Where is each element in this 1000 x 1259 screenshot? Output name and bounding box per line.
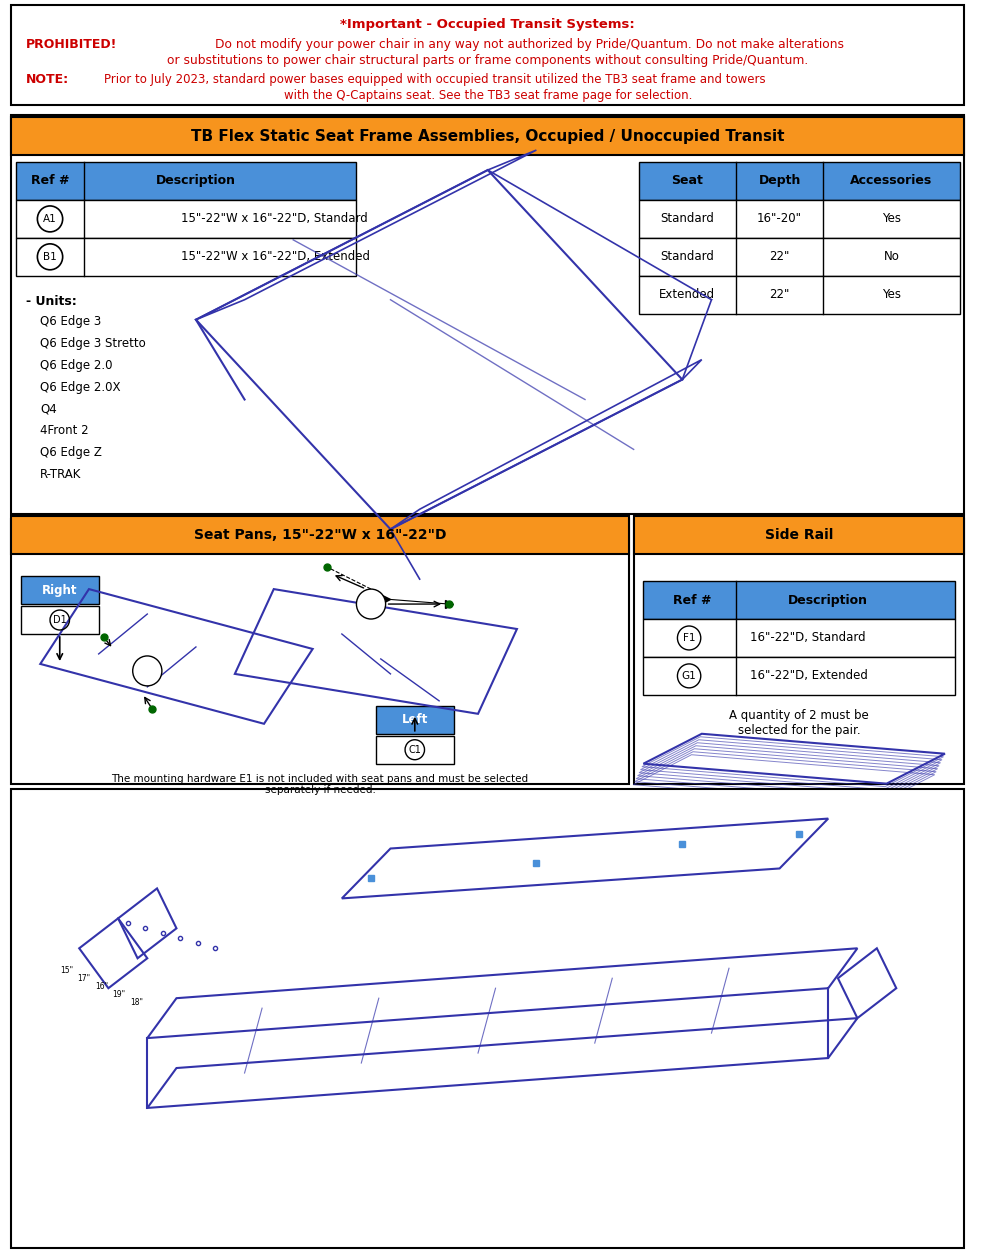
Text: 15"-22"W x 16"-22"D, Extended: 15"-22"W x 16"-22"D, Extended [181, 251, 370, 263]
Bar [639, 162, 960, 200]
Bar [11, 519, 629, 783]
Bar [376, 735, 454, 764]
Text: 17": 17" [77, 974, 90, 983]
Bar [634, 516, 964, 554]
Text: 16"-22"D, Extended: 16"-22"D, Extended [750, 670, 868, 682]
Text: NOTE:: NOTE: [26, 73, 69, 86]
Bar [11, 516, 629, 554]
Text: *Important - Occupied Transit Systems:: *Important - Occupied Transit Systems: [340, 19, 635, 31]
Text: Ref #: Ref # [31, 175, 69, 188]
Text: or substitutions to power chair structural parts or frame components without con: or substitutions to power chair structur… [167, 54, 808, 67]
Bar [16, 238, 356, 276]
Bar [376, 706, 454, 734]
Text: Right: Right [42, 584, 78, 597]
Text: Yes: Yes [882, 213, 901, 225]
Text: Prior to July 2023, standard power bases equipped with occupied transit utilized: Prior to July 2023, standard power bases… [104, 73, 765, 86]
Text: Extended: Extended [659, 288, 715, 301]
Text: 16"-22"D, Standard: 16"-22"D, Standard [750, 632, 866, 645]
Text: 16"-20": 16"-20" [757, 213, 802, 225]
Text: Do not modify your power chair in any way not authorized by Pride/Quantum. Do no: Do not modify your power chair in any wa… [215, 38, 844, 52]
Text: Accessories: Accessories [850, 175, 933, 188]
Bar [643, 657, 955, 695]
Text: F1: F1 [683, 633, 695, 643]
Text: C1: C1 [408, 745, 421, 754]
Text: Q6 Edge Z: Q6 Edge Z [40, 447, 102, 460]
Circle shape [356, 589, 386, 619]
Text: 15": 15" [60, 966, 73, 976]
Text: 18": 18" [130, 998, 143, 1007]
Text: Q6 Edge 2.0X: Q6 Edge 2.0X [40, 380, 121, 394]
Bar [16, 162, 356, 200]
Text: 22": 22" [769, 251, 790, 263]
Text: D1: D1 [53, 614, 67, 624]
Bar [11, 117, 964, 155]
Text: Depth: Depth [758, 175, 801, 188]
Text: 22": 22" [769, 288, 790, 301]
Bar [16, 200, 356, 238]
Text: Yes: Yes [882, 288, 901, 301]
Text: Left: Left [402, 714, 428, 726]
Text: Q4: Q4 [40, 403, 57, 415]
Text: Seat Pans, 15"-22"W x 16"-22"D: Seat Pans, 15"-22"W x 16"-22"D [194, 529, 446, 543]
Text: A1: A1 [43, 214, 57, 224]
Text: G1: G1 [682, 671, 696, 681]
Bar [21, 606, 99, 635]
Text: Side Rail: Side Rail [765, 529, 833, 543]
Text: - Units:: - Units: [26, 295, 76, 307]
Text: B1: B1 [43, 252, 57, 262]
Text: Q6 Edge 3 Stretto: Q6 Edge 3 Stretto [40, 336, 146, 350]
Text: E1: E1 [364, 599, 378, 609]
Text: 19": 19" [112, 990, 125, 1000]
Text: TB Flex Static Seat Frame Assemblies, Occupied / Unoccupied Transit: TB Flex Static Seat Frame Assemblies, Oc… [191, 128, 785, 144]
Text: Q6 Edge 2.0: Q6 Edge 2.0 [40, 359, 113, 371]
Bar [11, 115, 964, 514]
Text: 16": 16" [95, 982, 108, 991]
Text: with the Q-Captains seat. See the TB3 seat frame page for selection.: with the Q-Captains seat. See the TB3 se… [284, 89, 692, 102]
Text: 4Front 2: 4Front 2 [40, 424, 89, 437]
Text: Standard: Standard [660, 213, 714, 225]
Bar [11, 788, 964, 1248]
Text: E1: E1 [141, 666, 154, 676]
Text: PROHIBITED!: PROHIBITED! [26, 38, 117, 52]
Bar [643, 619, 955, 657]
Bar [11, 5, 964, 106]
Bar [643, 582, 955, 619]
Text: A quantity of 2 must be
selected for the pair.: A quantity of 2 must be selected for the… [729, 709, 869, 737]
Text: Description: Description [156, 175, 236, 188]
Text: No: No [883, 251, 899, 263]
Bar [634, 519, 964, 783]
Bar [639, 200, 960, 238]
Circle shape [133, 656, 162, 686]
Text: Seat: Seat [671, 175, 703, 188]
Text: 15"-22"W x 16"-22"D, Standard: 15"-22"W x 16"-22"D, Standard [181, 213, 368, 225]
Bar [639, 276, 960, 313]
Bar [21, 577, 99, 604]
Text: R-TRAK: R-TRAK [40, 468, 82, 481]
Bar [639, 238, 960, 276]
Text: Ref #: Ref # [673, 593, 711, 607]
Text: Q6 Edge 3: Q6 Edge 3 [40, 315, 102, 327]
Text: Description: Description [788, 593, 868, 607]
Text: Standard: Standard [660, 251, 714, 263]
Text: The mounting hardware E1 is not included with seat pans and must be selected
sep: The mounting hardware E1 is not included… [111, 774, 529, 796]
